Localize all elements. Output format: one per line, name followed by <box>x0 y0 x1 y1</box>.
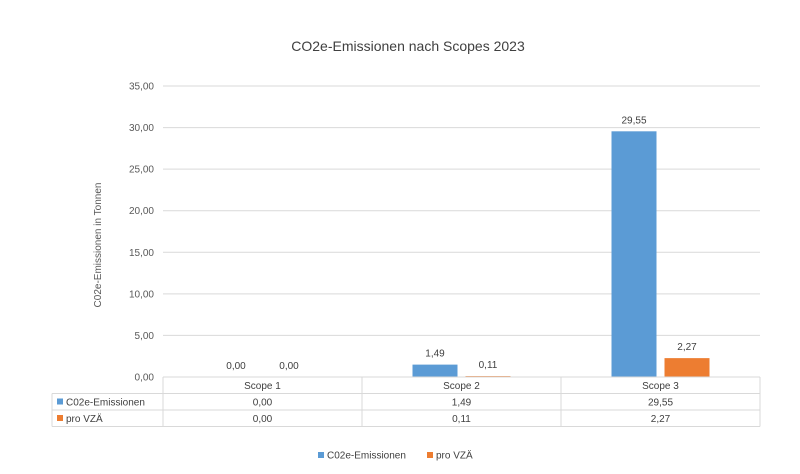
y-tick-label: 10,00 <box>129 289 154 300</box>
data-labels: 0,00 0,00 1,49 0,11 29,55 2,27 <box>226 115 697 372</box>
table-series-name: pro VZÄ <box>66 413 103 425</box>
chart-title: CO2e-Emissionen nach Scopes 2023 <box>291 38 525 54</box>
bar <box>412 364 458 377</box>
table-cell: 0,11 <box>452 414 471 425</box>
table-cell: 0,00 <box>253 398 273 409</box>
gridlines <box>163 85 760 336</box>
legend-key <box>318 452 324 458</box>
x-tick-label: Scope 3 <box>642 381 679 392</box>
legend-label: C02e-Emissionen <box>327 451 406 462</box>
bar <box>611 131 657 377</box>
bar <box>664 358 710 377</box>
table-series-name: C02e-Emissionen <box>66 398 145 409</box>
x-tick-label: Scope 2 <box>443 381 480 392</box>
y-tick-label: 5,00 <box>135 331 155 342</box>
data-label: 1,49 <box>425 349 445 360</box>
y-tick-label: 25,00 <box>129 165 154 176</box>
data-label: 0,11 <box>479 360 498 371</box>
y-tick-label: 35,00 <box>129 82 154 93</box>
table-legend-key <box>57 398 63 405</box>
y-axis-ticks: 0,00 5,00 10,00 15,00 20,00 25,00 30,00 35,00 <box>129 82 154 384</box>
bars <box>412 131 710 377</box>
data-label: 0,00 <box>279 361 299 372</box>
legend-key <box>427 452 433 458</box>
y-tick-label: 20,00 <box>129 206 154 217</box>
data-table: Scope 1 Scope 2 Scope 3 C02e-Emissionen 0,00… <box>51 376 761 427</box>
y-axis-title: C02e-Emissionen in Tonnen <box>93 183 104 308</box>
table-cell: 2,27 <box>651 414 671 425</box>
legend: C02e-Emissionen pro VZÄ <box>318 450 473 462</box>
data-label: 2,27 <box>677 342 697 353</box>
data-label: 29,55 <box>621 115 646 126</box>
y-tick-label: 0,00 <box>135 373 155 384</box>
x-tick-label: Scope 1 <box>244 381 281 392</box>
table-cell: 29,55 <box>648 398 673 409</box>
data-label: 0,00 <box>226 361 246 372</box>
y-tick-label: 15,00 <box>129 248 154 259</box>
table-legend-key <box>57 415 63 421</box>
table-cell: 1,49 <box>452 398 472 409</box>
table-cell: 0,00 <box>253 414 273 425</box>
legend-label: pro VZÄ <box>436 450 473 462</box>
y-tick-label: 30,00 <box>129 123 154 134</box>
